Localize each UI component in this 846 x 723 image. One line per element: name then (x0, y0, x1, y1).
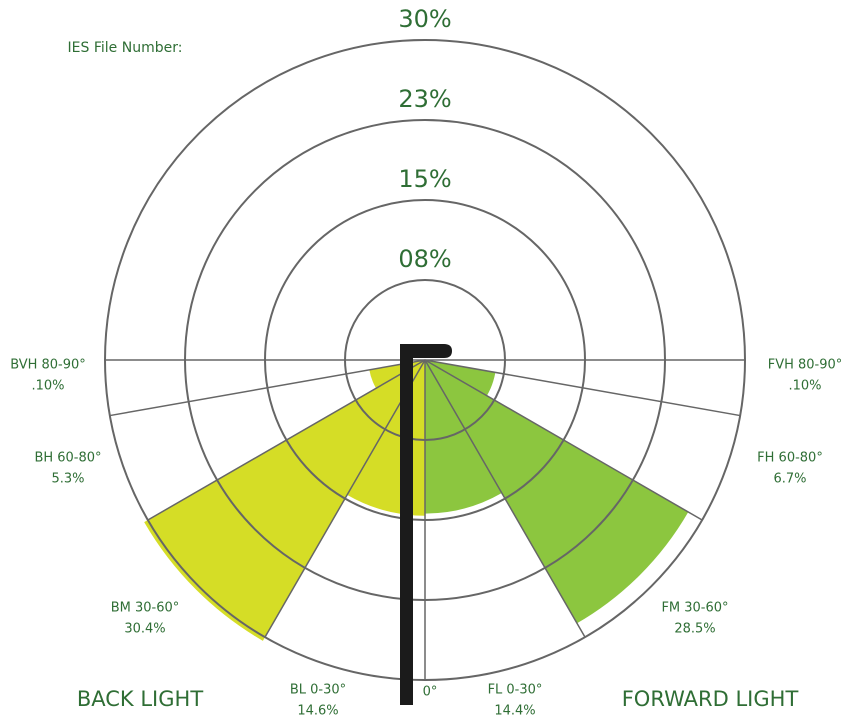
radial-line (147, 359, 426, 521)
zone-value: 14.6% (297, 704, 338, 719)
zone-value: .10% (788, 379, 821, 394)
annotation: IES File Number: (68, 40, 183, 56)
radial-line (424, 359, 703, 521)
radial-line (264, 359, 426, 638)
ring-label: 15% (398, 165, 451, 193)
zone-value: 6.7% (773, 472, 806, 487)
ring-label: 23% (398, 85, 451, 113)
zone-label: FVH 80-90° (768, 358, 843, 373)
group-label: BACK LIGHT (77, 687, 203, 711)
zone-value: 30.4% (124, 622, 165, 637)
wedge (425, 360, 502, 514)
zone-label: FH 60-80° (757, 451, 823, 466)
group-label: FORWARD LIGHT (622, 687, 799, 711)
radial-line (424, 359, 586, 638)
pole (400, 344, 452, 705)
zone-label: BM 30-60° (111, 601, 180, 616)
zone-value: 28.5% (674, 622, 715, 637)
radial-line (424, 359, 741, 417)
ring-label: 30% (398, 5, 451, 33)
radial-line (109, 359, 426, 417)
zone-label: BVH 80-90° (10, 358, 86, 373)
zone-value: .10% (31, 379, 64, 394)
zone-label: FL 0-30° (488, 683, 543, 698)
zone-value: 5.3% (51, 472, 84, 487)
wedge (144, 360, 426, 641)
zone-label: BL 0-30° (290, 683, 346, 698)
wedge (425, 360, 496, 396)
zone-value: 14.4% (494, 704, 535, 719)
wedge (425, 360, 689, 624)
ring-label: 08% (398, 245, 451, 273)
zone-label: BH 60-80° (34, 451, 101, 466)
zero-label: 0° (423, 685, 438, 700)
zone-label: FM 30-60° (661, 601, 728, 616)
